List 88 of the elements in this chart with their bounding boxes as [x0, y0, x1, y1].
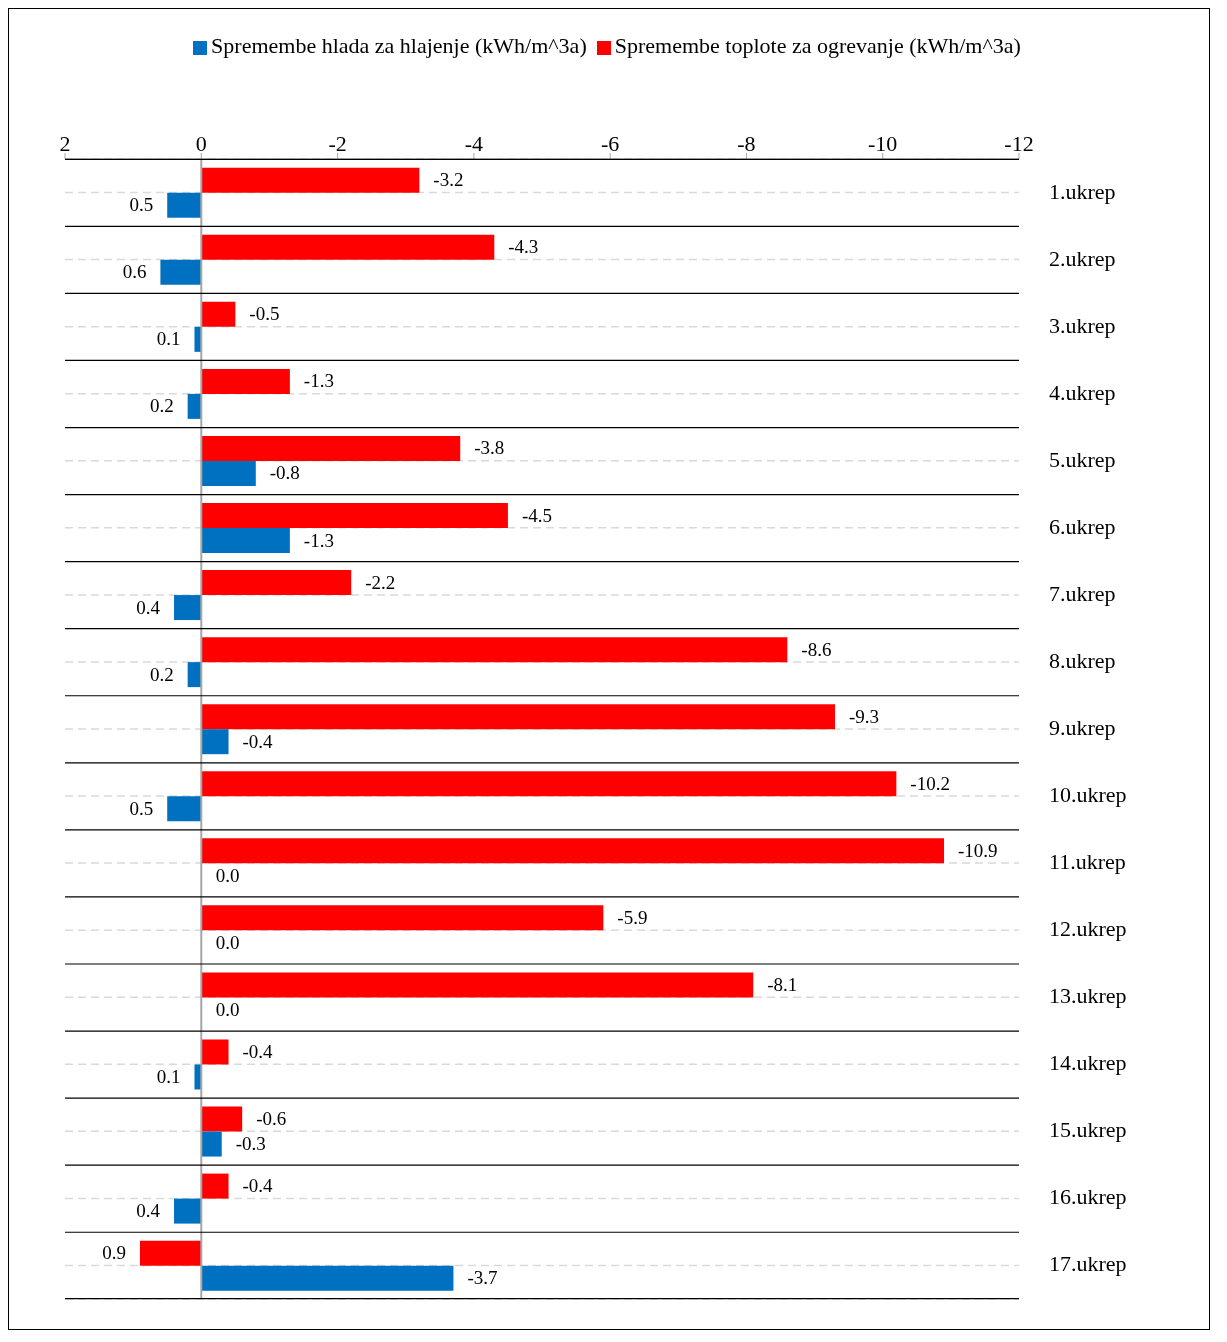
bar	[201, 528, 290, 554]
bar	[201, 167, 420, 193]
data-label: 0.2	[149, 663, 174, 685]
x-tick-label: -8	[737, 131, 756, 156]
x-tick-label: -12	[1004, 131, 1034, 156]
x-tick-label: -10	[868, 131, 898, 156]
data-label: -0.4	[242, 1175, 274, 1197]
bar	[201, 368, 290, 394]
x-tick-label: 0	[195, 131, 207, 156]
bar	[201, 729, 229, 755]
data-label: 0.0	[215, 998, 240, 1020]
data-label: -10.9	[958, 839, 998, 861]
y-tick-label: 9.ukrep	[1049, 715, 1116, 740]
bar	[201, 637, 788, 663]
data-label: -0.6	[256, 1108, 287, 1130]
y-tick-label: 6.ukrep	[1049, 513, 1116, 539]
bar	[201, 570, 352, 596]
data-label: -3.7	[467, 1267, 498, 1289]
bar	[201, 1173, 229, 1199]
bar	[201, 1131, 222, 1157]
legend-label: Spremembe hlada za hlajenje (kWh/m^3a)	[211, 33, 587, 58]
x-tick-label: -4	[464, 131, 484, 156]
data-label: -0.3	[235, 1133, 266, 1155]
bar	[167, 192, 202, 218]
bar	[201, 1039, 229, 1065]
y-tick-label: 15.ukrep	[1049, 1117, 1127, 1143]
data-label: 0.1	[156, 1065, 181, 1087]
bar	[201, 503, 508, 529]
y-tick-label: 11.ukrep	[1049, 849, 1126, 875]
x-tick-label: -2	[328, 131, 347, 156]
data-label: -4.5	[521, 504, 553, 526]
x-tick-label: -6	[600, 131, 620, 156]
data-label: -10.2	[910, 772, 950, 794]
y-tick-label: 12.ukrep	[1049, 916, 1127, 942]
data-label: -5.9	[617, 906, 648, 928]
data-label: 0.4	[136, 1200, 161, 1222]
data-label: -9.3	[849, 705, 880, 727]
bar	[201, 905, 604, 931]
data-label: -8.1	[767, 973, 798, 995]
x-tick-label: 2	[59, 131, 71, 156]
y-tick-label: 13.ukrep	[1049, 983, 1127, 1009]
bar	[201, 1265, 454, 1291]
y-tick-label: 4.ukrep	[1049, 379, 1116, 405]
data-label: -8.6	[801, 638, 832, 660]
data-label: 0.0	[215, 864, 240, 886]
y-tick-label: 14.ukrep	[1049, 1050, 1127, 1076]
y-tick-label: 2.ukrep	[1049, 245, 1116, 271]
data-label: -3.2	[433, 169, 464, 191]
data-label: -4.3	[508, 236, 539, 258]
data-label: -0.8	[269, 462, 300, 484]
bar	[201, 1106, 243, 1132]
y-tick-label: 5.ukrep	[1049, 446, 1116, 472]
bar	[201, 771, 897, 797]
data-label: 0.0	[215, 931, 240, 953]
y-tick-label: 7.ukrep	[1049, 580, 1116, 606]
y-tick-label: 10.ukrep	[1049, 782, 1127, 808]
data-label: 0.6	[122, 261, 147, 283]
bar	[201, 972, 754, 998]
data-label: -0.4	[242, 1040, 274, 1062]
y-tick-label: 17.ukrep	[1049, 1251, 1127, 1277]
bar	[201, 838, 945, 864]
bar	[201, 435, 461, 461]
data-label: -2.2	[365, 571, 396, 593]
data-label: -0.5	[249, 303, 280, 325]
data-label: 0.9	[102, 1242, 126, 1264]
bar	[160, 259, 202, 285]
data-label: -3.8	[474, 437, 505, 459]
bar	[167, 796, 202, 822]
legend-label: Spremembe toplote za ogrevanje (kWh/m^3a)	[614, 33, 1021, 58]
data-label: 0.2	[149, 395, 174, 417]
data-label: -1.3	[303, 370, 334, 392]
bar	[201, 460, 256, 486]
data-label: -0.4	[242, 730, 274, 752]
data-label: 0.5	[129, 797, 154, 819]
data-label: 0.5	[129, 194, 154, 216]
bar	[174, 1198, 202, 1224]
y-tick-label: 3.ukrep	[1049, 312, 1116, 338]
bar	[201, 704, 836, 730]
bar	[201, 234, 495, 260]
data-label: -1.3	[303, 529, 334, 551]
data-label: 0.4	[136, 596, 161, 618]
bar	[139, 1240, 202, 1266]
bar	[174, 595, 202, 621]
y-tick-label: 8.ukrep	[1049, 647, 1116, 673]
bar	[201, 301, 236, 327]
data-label: 0.1	[156, 328, 181, 350]
y-tick-label: 1.ukrep	[1049, 178, 1116, 204]
y-tick-label: 16.ukrep	[1049, 1184, 1127, 1210]
